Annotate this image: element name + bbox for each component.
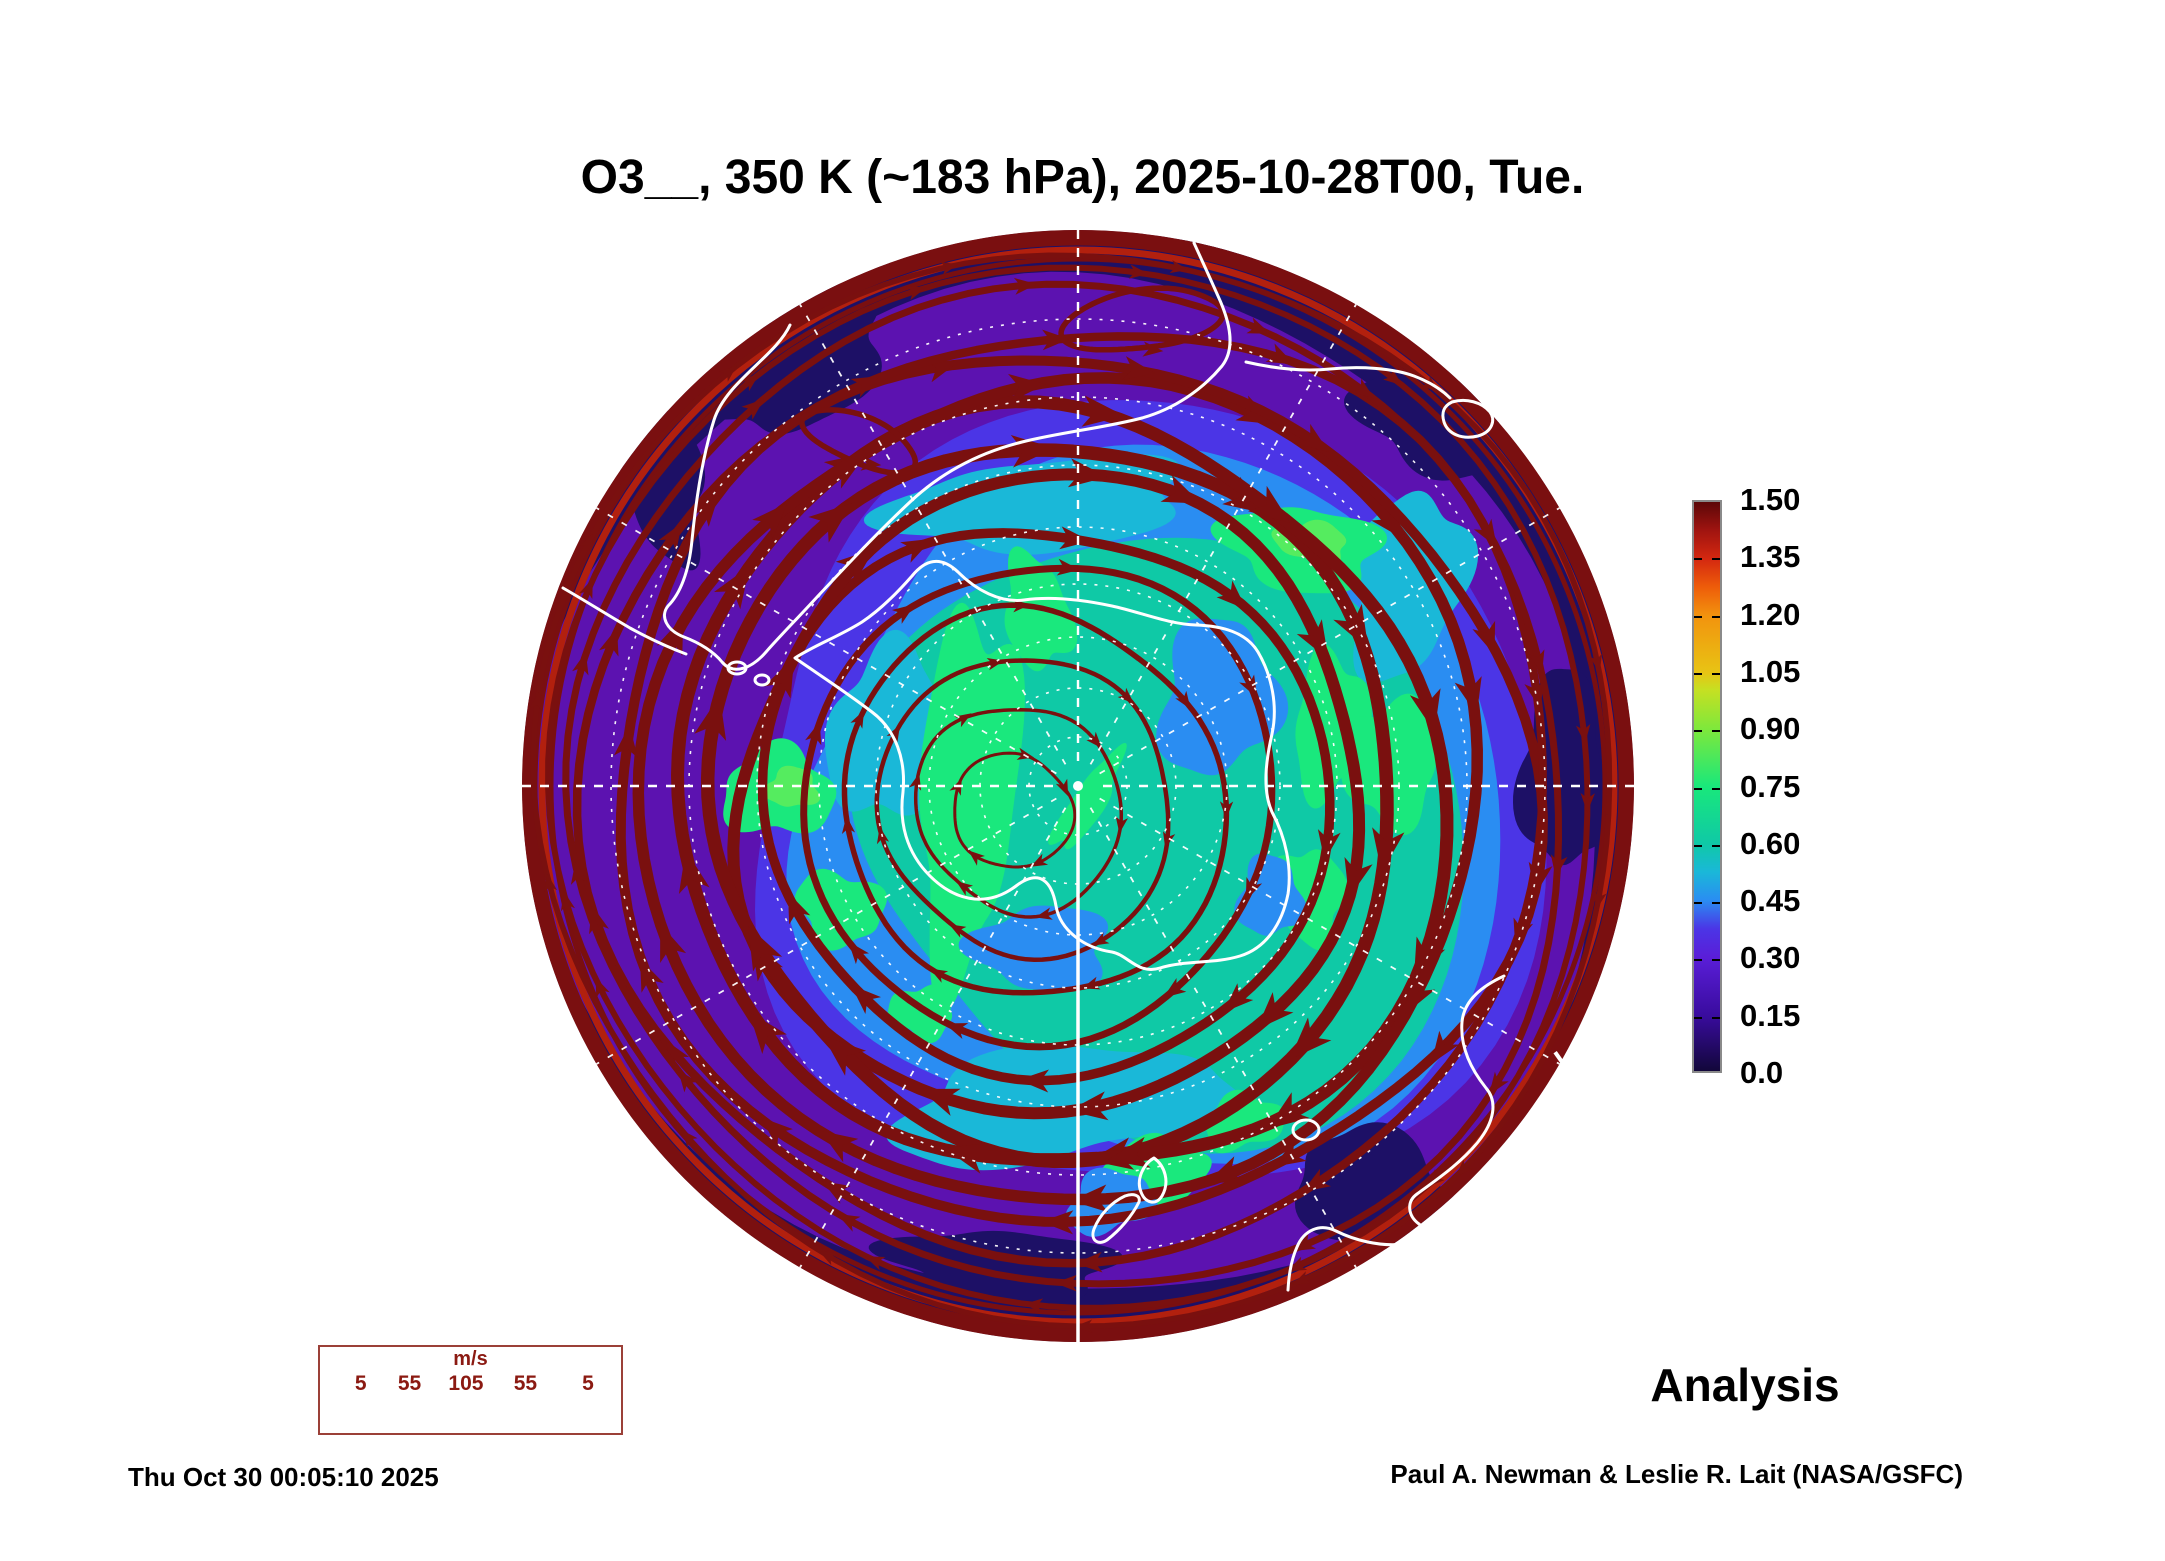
colorbar-tick bbox=[1712, 902, 1720, 905]
wind-speed-legend-box bbox=[318, 1345, 623, 1435]
wind-legend-units: m/s bbox=[453, 1348, 488, 1370]
page-title: O3__, 350 K (~183 hPa), 2025-10-28T00, T… bbox=[580, 151, 1585, 204]
wind-legend-value: 105 bbox=[448, 1372, 484, 1395]
wind-legend-value: 5 bbox=[354, 1372, 367, 1395]
colorbar-tick bbox=[1712, 672, 1720, 675]
colorbar-tick bbox=[1694, 787, 1702, 790]
colorbar-tick-label: 0.60 bbox=[1740, 825, 1801, 861]
colorbar-tick-label: 0.75 bbox=[1740, 768, 1801, 804]
colorbar-tick bbox=[1712, 558, 1720, 561]
creation-timestamp: Thu Oct 30 00:05:10 2025 bbox=[128, 1462, 439, 1492]
colorbar-tick bbox=[1694, 558, 1702, 561]
coastlines bbox=[561, 241, 1597, 1292]
colorbar-tick-label: 0.30 bbox=[1740, 940, 1801, 976]
colorbar-tick bbox=[1694, 844, 1702, 847]
colorbar-tick-label: 0.0 bbox=[1740, 1055, 1784, 1090]
colorbar-tick bbox=[1712, 730, 1720, 733]
colorbar-tick bbox=[1712, 959, 1720, 962]
colorbar-tick-label: 0.90 bbox=[1740, 711, 1801, 747]
colorbar-tick bbox=[1694, 730, 1702, 733]
colorbar-tick bbox=[1694, 959, 1702, 962]
credit-attribution: Paul A. Newman & Leslie R. Lait (NASA/GS… bbox=[1390, 1459, 1963, 1489]
wind-streamlines bbox=[529, 252, 1613, 1333]
colorbar-tick-label: 0.15 bbox=[1740, 997, 1801, 1033]
colorbar-tick bbox=[1712, 787, 1720, 790]
colorbar-tick bbox=[1712, 1016, 1720, 1019]
colorbar-tick-label: 0.45 bbox=[1740, 883, 1801, 919]
wind-legend-value: 55 bbox=[513, 1372, 538, 1395]
colorbar-tick bbox=[1694, 1016, 1702, 1019]
colorbar-tick-label: 1.35 bbox=[1740, 539, 1801, 575]
colorbar-tick bbox=[1712, 615, 1720, 618]
colorbar-tick-label: 1.50 bbox=[1740, 482, 1801, 517]
colorbar-tick bbox=[1694, 615, 1702, 618]
wind-legend-value: 55 bbox=[397, 1372, 422, 1395]
wind-legend-value: 5 bbox=[582, 1372, 594, 1395]
analysis-label: Analysis bbox=[1650, 1359, 1840, 1411]
colorbar-tick-label: 1.05 bbox=[1740, 653, 1801, 689]
colorbar-tick bbox=[1712, 844, 1720, 847]
colorbar bbox=[1692, 500, 1722, 1073]
colorbar-tick bbox=[1694, 672, 1702, 675]
graticule bbox=[522, 230, 1634, 1342]
colorbar-tick-label: 1.20 bbox=[1740, 596, 1801, 632]
colorbar-tick bbox=[1694, 902, 1702, 905]
